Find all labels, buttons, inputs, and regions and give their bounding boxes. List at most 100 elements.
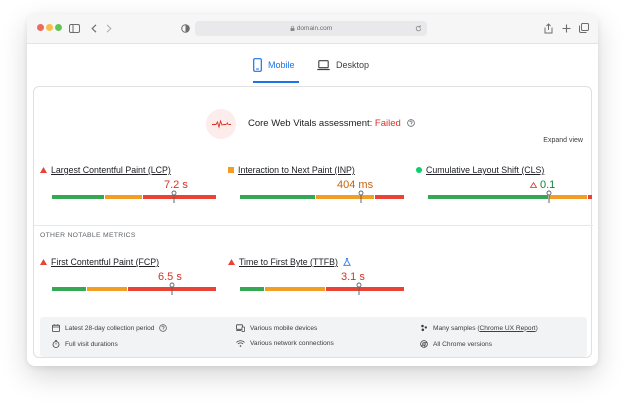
minimize-window-button[interactable] bbox=[46, 24, 53, 31]
laptop-icon bbox=[317, 59, 330, 70]
good-segment bbox=[428, 195, 548, 199]
other-metrics-heading: OTHER NOTABLE METRICS bbox=[40, 232, 136, 239]
metric-fcp-title[interactable]: First Contentful Paint (FCP) bbox=[40, 257, 159, 267]
info-samples-prefix: Many samples ( bbox=[433, 324, 480, 332]
vitals-pulse-icon bbox=[212, 119, 231, 129]
good-segment bbox=[240, 195, 315, 199]
expand-view-link[interactable]: Expand view bbox=[543, 137, 583, 144]
info-connections-text: Various network connections bbox=[250, 340, 334, 347]
sidebar-toggle-icon[interactable] bbox=[67, 21, 81, 35]
metric-ttfb-value: 3.1 s bbox=[341, 271, 365, 283]
needs-improvement-segment bbox=[549, 195, 587, 199]
users-icon bbox=[421, 324, 427, 332]
new-tab-icon[interactable] bbox=[559, 21, 573, 35]
p75-marker-icon bbox=[546, 190, 552, 203]
metric-inp-distribution bbox=[240, 190, 404, 203]
poor-segment bbox=[588, 195, 592, 199]
p75-marker-icon bbox=[356, 282, 362, 295]
tab-mobile-label: Mobile bbox=[268, 60, 295, 70]
assessment-title: Core Web Vitals assessment: Failed bbox=[248, 118, 416, 129]
maximize-window-button[interactable] bbox=[55, 24, 62, 31]
assessment-badge bbox=[206, 109, 236, 139]
tab-desktop[interactable]: Desktop bbox=[317, 54, 369, 76]
browser-toolbar: domain.com bbox=[27, 14, 598, 44]
experimental-flask-icon bbox=[342, 258, 351, 266]
metric-ttfb-title[interactable]: Time to First Byte (TTFB) bbox=[228, 257, 351, 267]
devices-icon bbox=[236, 324, 245, 332]
good-segment bbox=[240, 287, 264, 291]
metric-cls-title[interactable]: Cumulative Layout Shift (CLS) bbox=[416, 165, 544, 175]
info-samples: Many samples (Chrome UX Report) bbox=[420, 324, 538, 332]
info-devices: Various mobile devices bbox=[236, 324, 317, 332]
needs-improvement-segment bbox=[105, 195, 142, 199]
stopwatch-icon bbox=[52, 340, 60, 348]
metric-ttfb-label: Time to First Byte (TTFB) bbox=[239, 257, 338, 267]
browser-window: domain.com Mobile Desktop bbox=[27, 14, 598, 366]
assessment-status: Failed bbox=[374, 118, 401, 129]
tab-overview-icon[interactable] bbox=[577, 21, 591, 35]
metric-lcp-title[interactable]: Largest Contentful Paint (LCP) bbox=[40, 165, 171, 175]
metric-cls-distribution bbox=[428, 190, 592, 203]
address-bar[interactable]: domain.com bbox=[195, 21, 427, 36]
info-collection-period: Latest 28-day collection period bbox=[52, 324, 172, 332]
info-collection-period-text: Latest 28-day collection period bbox=[65, 324, 155, 332]
needs-improvement-segment bbox=[316, 195, 374, 199]
poor-triangle-icon bbox=[228, 259, 235, 265]
url-text: domain.com bbox=[296, 25, 333, 32]
info-versions: All Chrome versions bbox=[420, 340, 492, 348]
phone-icon bbox=[253, 58, 262, 72]
p75-marker-icon bbox=[171, 190, 177, 203]
metric-inp-label: Interaction to Next Paint (INP) bbox=[238, 165, 355, 175]
poor-triangle-icon bbox=[40, 259, 47, 265]
metric-lcp-distribution bbox=[52, 190, 216, 203]
metric-lcp-label: Largest Contentful Paint (LCP) bbox=[51, 165, 171, 175]
metric-lcp-value: 7.2 s bbox=[164, 179, 188, 191]
forward-icon[interactable] bbox=[102, 21, 116, 35]
poor-segment bbox=[375, 195, 404, 199]
good-segment bbox=[52, 287, 86, 291]
poor-triangle-icon bbox=[40, 167, 47, 173]
metric-inp-value: 404 ms bbox=[337, 179, 374, 191]
tab-mobile[interactable]: Mobile bbox=[253, 54, 295, 76]
metric-inp-title[interactable]: Interaction to Next Paint (INP) bbox=[228, 165, 355, 175]
assessment-prefix: Core Web Vitals assessment: bbox=[248, 118, 375, 129]
chrome-logo-icon bbox=[420, 340, 428, 348]
metric-ttfb-distribution bbox=[240, 282, 404, 295]
privacy-shield-icon[interactable] bbox=[178, 21, 192, 35]
metric-cls-value-wrapper: 0.1 bbox=[529, 179, 556, 191]
needs-improvement-square-icon bbox=[228, 167, 234, 173]
metric-cls-label: Cumulative Layout Shift (CLS) bbox=[426, 165, 545, 175]
metric-cls: Cumulative Layout Shift (CLS) 0.1 bbox=[416, 165, 592, 205]
info-devices-text: Various mobile devices bbox=[250, 324, 318, 332]
share-icon[interactable] bbox=[541, 21, 555, 35]
info-versions-text: All Chrome versions bbox=[433, 340, 492, 348]
close-window-button[interactable] bbox=[37, 24, 44, 31]
needs-improvement-segment bbox=[265, 287, 325, 291]
data-source-info: Latest 28-day collection period Full vis… bbox=[40, 317, 587, 357]
help-icon[interactable] bbox=[407, 119, 416, 128]
chrome-ux-report-link[interactable]: Chrome UX Report bbox=[479, 324, 536, 332]
metric-ttfb: Time to First Byte (TTFB) 3.1 s bbox=[228, 257, 404, 297]
poor-segment bbox=[143, 195, 216, 199]
warning-triangle-icon bbox=[529, 181, 538, 188]
lock-icon bbox=[290, 25, 295, 31]
help-icon[interactable] bbox=[159, 324, 168, 332]
metric-cls-value: 0.1 bbox=[540, 179, 556, 191]
metric-fcp-distribution bbox=[52, 282, 216, 295]
section-divider bbox=[34, 225, 593, 226]
good-segment bbox=[52, 195, 104, 199]
needs-improvement-segment bbox=[87, 287, 127, 291]
back-icon[interactable] bbox=[87, 21, 101, 35]
tab-desktop-label: Desktop bbox=[336, 60, 370, 70]
p75-marker-icon bbox=[169, 282, 175, 295]
poor-segment bbox=[326, 287, 404, 291]
field-data-card: Core Web Vitals assessment: Failed Expan… bbox=[33, 86, 593, 358]
active-tab-indicator bbox=[253, 81, 299, 83]
info-visit-durations-text: Full visit durations bbox=[65, 340, 118, 348]
metric-inp: Interaction to Next Paint (INP) 404 ms bbox=[228, 165, 404, 205]
wifi-icon bbox=[236, 340, 245, 347]
info-connections: Various network connections bbox=[236, 340, 334, 347]
form-factor-tabs: Mobile Desktop bbox=[27, 44, 598, 86]
metric-fcp-value: 6.5 s bbox=[158, 271, 182, 283]
reload-icon[interactable] bbox=[415, 25, 422, 32]
